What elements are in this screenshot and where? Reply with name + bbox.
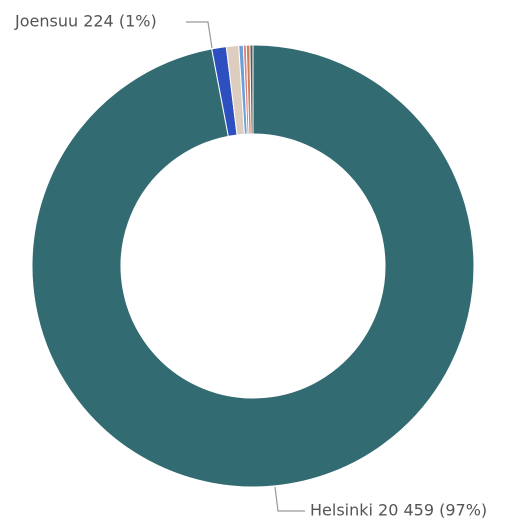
slice bbox=[249, 44, 254, 135]
slice-label: Joensuu 224 (1%) bbox=[14, 12, 157, 31]
slice bbox=[31, 44, 475, 488]
leader-line bbox=[186, 21, 213, 49]
donut bbox=[31, 44, 475, 488]
leader-line bbox=[274, 486, 305, 512]
slice-label: Helsinki 20 459 (97%) bbox=[310, 501, 487, 520]
